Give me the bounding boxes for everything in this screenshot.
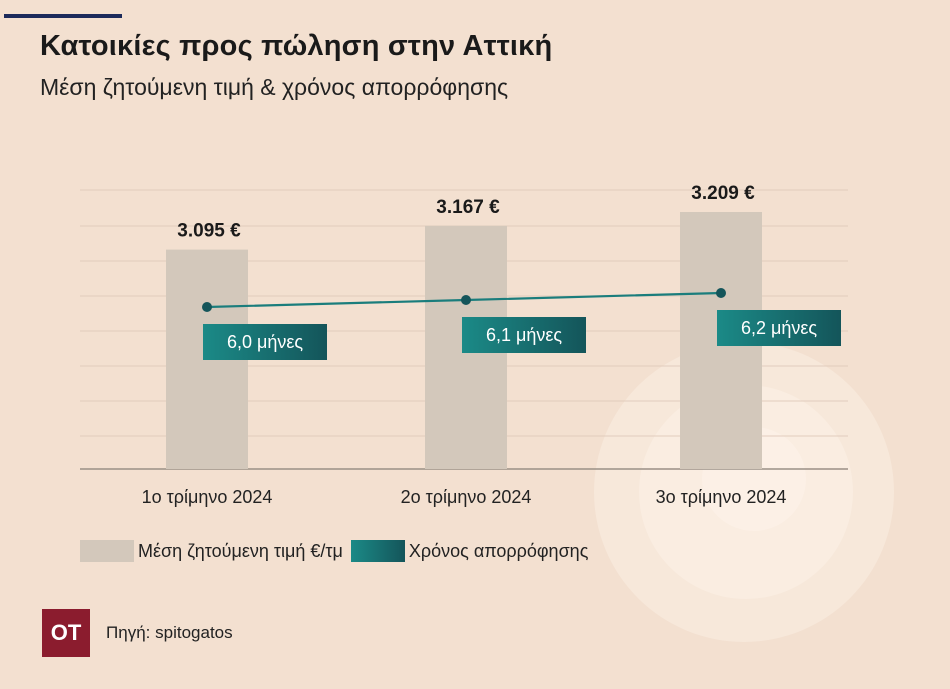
publisher-logo: ΟΤ [42, 609, 90, 657]
absorption-point [202, 302, 212, 312]
bar-value-label: 3.209 € [691, 183, 755, 204]
absorption-label-box [203, 324, 327, 360]
x-tick-label: 3ο τρίμηνο 2024 [656, 487, 787, 507]
legend-item-absorption: Χρόνος απορρόφησης [350, 540, 589, 562]
chart-subtitle: Μέση ζητούμενη τιμή & χρόνος απορρόφησης [40, 74, 509, 100]
accent-bar [4, 14, 122, 18]
absorption-label-box [717, 310, 841, 346]
chart-title: Κατοικίες προς πώληση στην Αττική [40, 30, 553, 62]
x-tick-label: 1ο τρίμηνο 2024 [142, 487, 273, 507]
absorption-value-label: 6,2 μήνες [741, 318, 817, 338]
x-tick-label: 2ο τρίμηνο 2024 [401, 487, 532, 507]
absorption-point [716, 288, 726, 298]
legend: Μέση ζητούμενη τιμή €/τμ Χρόνος απορρόφη… [80, 538, 596, 564]
legend-swatch-absorption [350, 540, 405, 562]
legend-swatch-price [80, 540, 134, 562]
legend-label-absorption: Χρόνος απορρόφησης [408, 540, 589, 561]
legend-item-price: Μέση ζητούμενη τιμή €/τμ [80, 540, 343, 562]
absorption-value-label: 6,1 μήνες [486, 325, 562, 345]
absorption-label-box [462, 317, 586, 353]
bar-value-label: 3.095 € [177, 221, 241, 242]
absorption-value-label: 6,0 μήνες [227, 332, 303, 352]
source-text: Πηγή: spitogatos [106, 623, 233, 642]
absorption-point [461, 295, 471, 305]
bar-value-label: 3.167 € [436, 197, 500, 218]
legend-label-price: Μέση ζητούμενη τιμή €/τμ [138, 540, 343, 561]
